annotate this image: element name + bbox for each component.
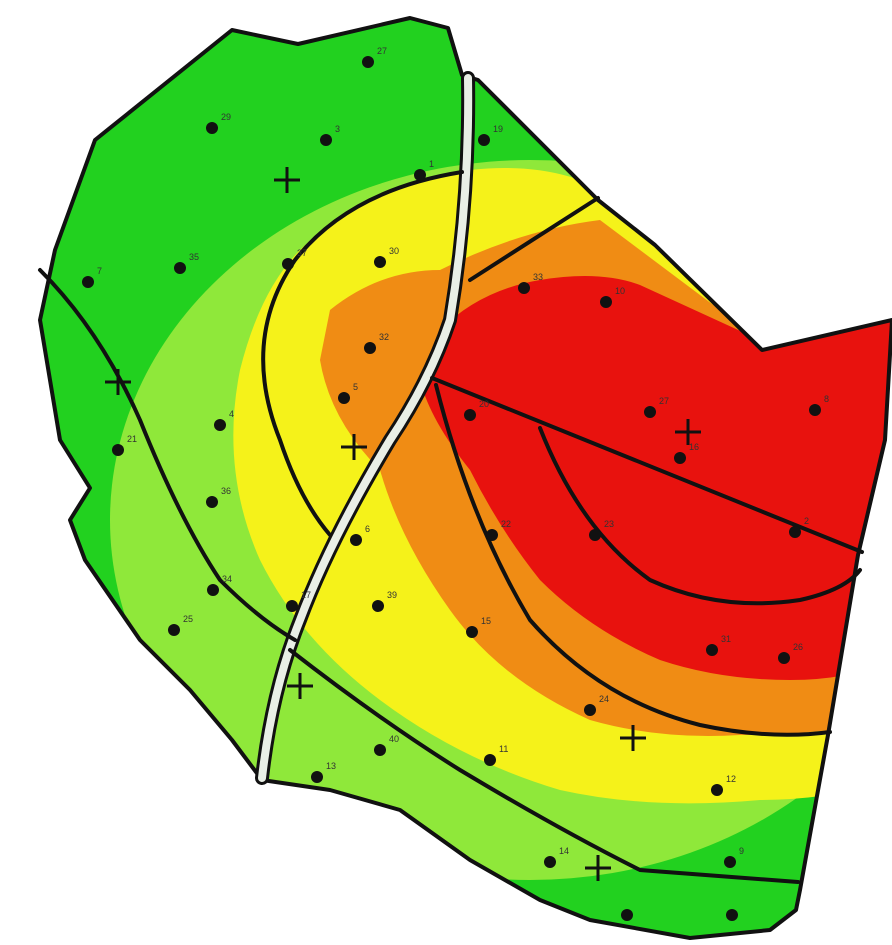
sample-point-label: 25	[183, 614, 193, 624]
sample-point	[338, 392, 350, 404]
sample-point-label: 24	[599, 694, 609, 704]
sample-point	[174, 262, 186, 274]
sample-point-label: 17	[301, 590, 311, 600]
sample-point	[112, 444, 124, 456]
sample-point-label: 33	[533, 272, 543, 282]
sample-point	[486, 529, 498, 541]
plus-icon	[675, 419, 701, 445]
sample-point	[484, 754, 496, 766]
sample-point	[518, 282, 530, 294]
sample-point	[82, 276, 94, 288]
sample-point-label: 21	[127, 434, 137, 444]
boundary-arc-west	[261, 170, 464, 537]
plus-icon	[585, 855, 611, 881]
sample-point-label: 10	[615, 286, 625, 296]
sample-point	[350, 534, 362, 546]
sample-point	[286, 600, 298, 612]
sample-point-label: 40	[389, 734, 399, 744]
sample-point-label: 19	[493, 124, 503, 134]
sample-point	[206, 496, 218, 508]
sample-point-label: 36	[221, 486, 231, 496]
sample-point	[464, 409, 476, 421]
sample-point-label: 14	[559, 846, 569, 856]
sample-point-label: 35	[189, 252, 199, 262]
sample-point	[414, 169, 426, 181]
sample-point-label: 15	[481, 616, 491, 626]
sample-point-label: 1	[429, 159, 434, 169]
sample-point-label: 23	[604, 519, 614, 529]
sample-point	[374, 744, 386, 756]
plus-icon	[620, 725, 646, 751]
sample-point-label: 34	[222, 574, 232, 584]
sample-point	[372, 600, 384, 612]
sample-point	[674, 452, 686, 464]
sample-point	[726, 909, 738, 921]
sample-point	[778, 652, 790, 664]
plus-icon	[274, 167, 300, 193]
sample-point-label: 7	[97, 266, 102, 276]
zone-red	[420, 276, 892, 680]
boundary-diagonal-east	[430, 376, 864, 554]
sample-point	[809, 404, 821, 416]
sample-point	[600, 296, 612, 308]
sample-point-label: 2	[804, 516, 809, 526]
plus-icon	[105, 369, 131, 395]
sample-point	[282, 258, 294, 270]
sample-point	[589, 529, 601, 541]
sample-point	[311, 771, 323, 783]
sample-point	[364, 342, 376, 354]
plus-icon	[341, 434, 367, 460]
sample-point	[584, 704, 596, 716]
sample-point	[544, 856, 556, 868]
boundary-outer-arc	[434, 383, 832, 737]
sample-point	[789, 526, 801, 538]
sample-point	[724, 856, 736, 868]
sample-point-label: 31	[721, 634, 731, 644]
sample-point-label: 5	[353, 382, 358, 392]
sample-point-label: 9	[739, 846, 744, 856]
sample-point-label: 37	[297, 248, 307, 258]
sample-point-label: 12	[726, 774, 736, 784]
sample-point	[214, 419, 226, 431]
sample-point	[466, 626, 478, 638]
sample-point	[621, 909, 633, 921]
sample-point	[207, 584, 219, 596]
sample-point-label: 27	[659, 396, 669, 406]
sample-point	[362, 56, 374, 68]
sample-point-label: 11	[499, 744, 508, 754]
sample-point-label: 27	[377, 46, 387, 56]
sample-point-label: 39	[387, 590, 397, 600]
zone-boundaries	[38, 170, 864, 884]
sample-point-label: 32	[379, 332, 389, 342]
boundary-west-diagonal	[38, 268, 297, 642]
boundary-northeast	[468, 196, 600, 282]
boundary-southwest	[288, 648, 800, 884]
sample-point	[644, 406, 656, 418]
sample-point-label: 4	[229, 409, 234, 419]
boundary-inner-arc	[538, 426, 862, 606]
sample-point-label: 6	[365, 524, 370, 534]
sample-point-label: 20	[479, 399, 489, 409]
sample-point	[706, 644, 718, 656]
sample-point-label: 26	[793, 642, 803, 652]
road	[255, 71, 476, 785]
sample-point	[206, 122, 218, 134]
sample-point-label: 13	[326, 761, 336, 771]
sample-point	[478, 134, 490, 146]
crosshair-markers	[105, 167, 701, 881]
plus-icon	[287, 673, 313, 699]
sample-point	[320, 134, 332, 146]
sample-point-label: 16	[689, 442, 699, 452]
sample-point-label: 22	[501, 519, 511, 529]
sample-point	[374, 256, 386, 268]
sample-point-label: 8	[824, 394, 829, 404]
sample-point	[711, 784, 723, 796]
sample-point-label: 3	[335, 124, 340, 134]
sample-point-label: 30	[389, 246, 399, 256]
sample-point	[168, 624, 180, 636]
sample-point-label: 29	[221, 112, 231, 122]
